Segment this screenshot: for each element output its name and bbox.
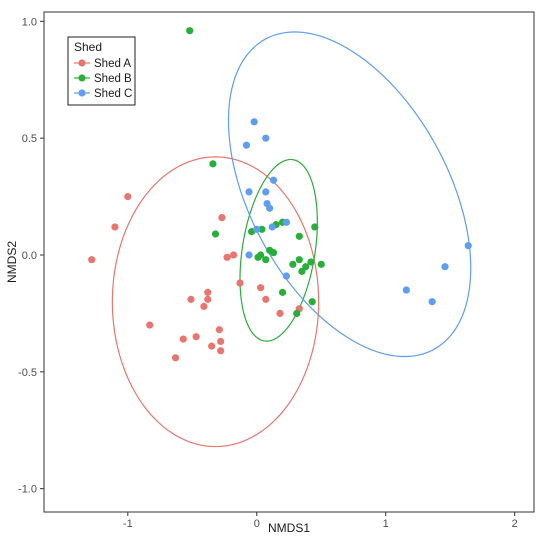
point-shed-a [218,214,226,222]
legend-label-shed-c: Shed C [94,88,132,100]
legend-marker-shed-b [78,74,86,82]
point-shed-c [262,134,270,142]
point-shed-b [211,230,220,238]
x-tick-label: 2 [512,518,518,530]
point-shed-b [308,298,316,306]
point-shed-a [124,192,132,201]
point-shed-b [209,160,217,168]
point-shed-b [317,260,325,268]
axes: -1 0 1 2 -1.0 -0.5 0.0 0.5 1.0 [18,16,518,530]
point-shed-a [88,256,96,264]
point-shed-c [441,263,449,271]
point-shed-b [269,249,278,257]
point-shed-c [253,225,261,233]
x-tick-label: 1 [383,518,389,530]
point-shed-a [217,347,225,355]
ellipse-shed-b [239,158,318,342]
point-shed-a [204,288,212,296]
point-shed-b [293,309,301,318]
legend-title: Shed [74,40,102,54]
point-shed-c [245,251,253,259]
point-shed-c [262,188,270,196]
y-tick-label: -0.5 [18,367,37,379]
point-shed-a [257,284,265,292]
point-shed-c [428,298,436,306]
point-shed-a [215,326,223,334]
point-shed-c [268,223,276,231]
legend-label-shed-b: Shed B [94,73,132,85]
point-shed-b [289,260,297,268]
point-shed-a [187,295,195,303]
point-shed-a [236,279,244,287]
point-shed-a [262,295,270,303]
point-shed-a [200,302,208,310]
point-shed-b [307,258,315,266]
legend-label-shed-a: Shed A [94,58,131,70]
point-shed-c [250,118,258,126]
point-shed-a [171,354,180,362]
point-shed-a [217,337,225,346]
y-tick-label: 0.0 [22,250,37,262]
point-shed-a [223,253,231,261]
legend: Shed Shed A Shed B Shed C [67,36,136,106]
data-points [88,27,472,362]
point-shed-b [262,256,270,264]
point-shed-b [302,263,310,271]
point-shed-a [204,295,212,303]
point-shed-b [257,251,265,259]
point-shed-c [266,204,274,212]
point-shed-c [245,188,253,196]
legend-marker-shed-c [78,89,86,97]
point-shed-a [192,333,200,341]
point-shed-a [229,251,238,259]
point-shed-b [278,288,287,296]
point-shed-b [258,225,266,233]
point-shed-a [276,309,284,318]
point-shed-a [111,223,119,231]
y-tick-label: 0.5 [22,133,37,145]
point-shed-c [269,176,278,184]
point-shed-b [295,256,303,264]
point-shed-c [282,218,291,226]
x-tick-label: -1 [123,518,133,530]
x-tick-label: 0 [254,518,260,530]
y-tick-label: 1.0 [22,16,37,28]
x-axis-title: NMDS1 [268,521,310,535]
point-shed-b [186,27,194,35]
y-tick-label: -1.0 [18,484,37,496]
point-shed-a [179,335,187,343]
point-shed-a [208,342,216,350]
point-shed-c [242,141,251,149]
point-shed-c [464,242,472,250]
ellipse-shed-c [227,31,472,358]
legend-marker-shed-a [78,59,86,67]
y-axis-title: NMDS2 [5,241,19,283]
confidence-ellipses [111,31,472,448]
legend-items: Shed A Shed B Shed C [74,58,132,100]
point-shed-a [146,321,154,329]
point-shed-c [282,272,291,280]
point-shed-b [311,223,319,231]
point-shed-c [402,286,410,294]
point-shed-b [295,232,303,240]
